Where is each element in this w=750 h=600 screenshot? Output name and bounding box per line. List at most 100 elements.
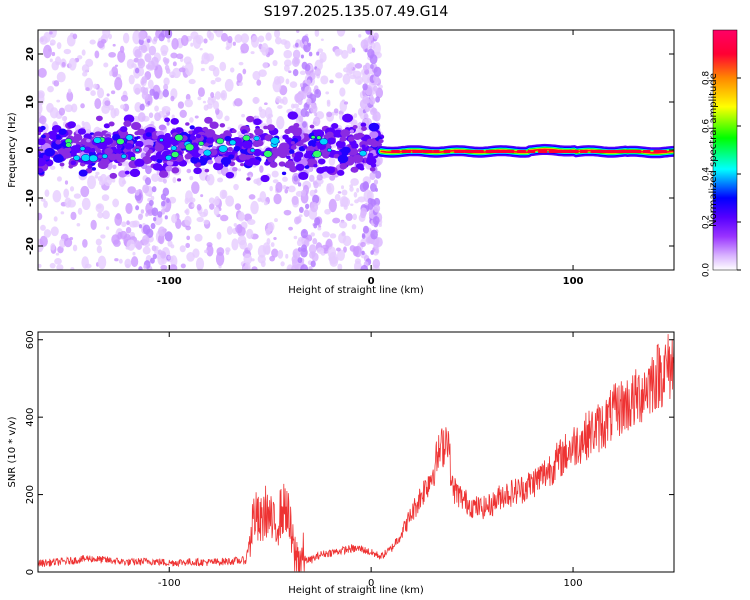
spectrogram-noise-blob bbox=[154, 64, 163, 79]
spectrogram-noise-blob bbox=[235, 224, 243, 234]
spectrogram-noise-blob bbox=[90, 90, 96, 97]
spectrogram-noise-blob bbox=[212, 66, 220, 77]
spectrogram-band-highlight bbox=[316, 135, 322, 140]
spectrogram-noise-blob bbox=[138, 266, 143, 270]
spectrogram-band-blob bbox=[73, 134, 83, 142]
spectrogram-noise-blob bbox=[134, 49, 142, 59]
spectrogram-noise-blob bbox=[157, 211, 163, 218]
spectrogram-band-blob bbox=[97, 154, 103, 159]
spectrogram-noise-blob bbox=[70, 267, 75, 270]
spectrogram-band-blob bbox=[209, 121, 219, 129]
spectrogram-band-blob bbox=[304, 165, 310, 169]
spectrogram-noise-blob bbox=[105, 226, 110, 230]
spectrogram-band-blob bbox=[281, 171, 287, 176]
spectrogram-noise-blob bbox=[100, 234, 106, 239]
spectrogram-noise-blob bbox=[214, 77, 222, 83]
spectrogram-noise-blob bbox=[203, 104, 209, 111]
spectrogram-noise-blob bbox=[194, 233, 203, 242]
spectrogram-band-blob bbox=[224, 135, 232, 142]
spectrogram-x-tick-label: -100 bbox=[157, 276, 182, 287]
spectrogram-noise-blob bbox=[342, 73, 351, 85]
spectrogram-band-blob bbox=[103, 123, 111, 129]
spectrogram-noise-blob bbox=[295, 216, 302, 224]
spectrogram-noise-blob bbox=[312, 194, 320, 204]
spectrogram-band-blob bbox=[164, 117, 171, 123]
spectrogram-noise-blob bbox=[191, 181, 200, 194]
spectrogram-noise-blob bbox=[142, 246, 151, 255]
spectrogram-noise-blob bbox=[147, 101, 151, 106]
spectrogram-band-blob bbox=[87, 164, 93, 169]
spectrogram-band-blob bbox=[269, 161, 278, 168]
spectrogram-noise-blob bbox=[81, 197, 91, 211]
spectrogram-clean-band-peak bbox=[580, 149, 588, 154]
spectrogram-noise-blob bbox=[110, 108, 117, 119]
spectrogram-noise-blob bbox=[120, 104, 126, 110]
spectrogram-clean-band-peak bbox=[632, 149, 642, 154]
spectrogram-noise-blob bbox=[310, 232, 315, 237]
spectrogram-band-highlight bbox=[65, 142, 72, 148]
spectrogram-noise-blob bbox=[283, 49, 293, 59]
spectrogram-clean-band-peak bbox=[443, 149, 451, 154]
spectrogram-noise-blob bbox=[161, 252, 166, 258]
spectrogram-noise-blob bbox=[334, 48, 341, 57]
spectrogram-noise-blob bbox=[94, 98, 102, 110]
spectrogram-band-highlight bbox=[263, 150, 273, 158]
spectrogram-noise-blob bbox=[134, 67, 140, 74]
spectrogram-noise-blob bbox=[322, 231, 330, 238]
spectrogram-noise-blob bbox=[272, 179, 279, 184]
spectrogram-noise-blob bbox=[289, 81, 298, 89]
spectrogram-noise-blob bbox=[164, 231, 173, 242]
spectrogram-clean-band-peak bbox=[527, 149, 536, 154]
spectrogram-noise-blob bbox=[171, 38, 179, 50]
spectrogram-band-blob bbox=[350, 148, 359, 155]
spectrogram-band-blob bbox=[264, 161, 270, 166]
spectrogram-noise-blob bbox=[259, 108, 267, 119]
spectrogram-noise-blob bbox=[112, 164, 117, 170]
spectrogram-band-blob bbox=[189, 125, 195, 130]
spectrogram-noise-blob bbox=[38, 112, 42, 117]
spectrogram-band-highlight bbox=[120, 153, 127, 159]
spectrogram-noise-blob bbox=[172, 61, 177, 67]
spectrogram-noise-blob bbox=[293, 235, 298, 240]
spectrogram-noise-blob bbox=[162, 89, 169, 98]
spectrogram-noise-blob bbox=[38, 67, 47, 78]
spectrogram-noise-blob bbox=[297, 247, 302, 252]
spectrogram-noise-blob bbox=[291, 57, 300, 67]
spectrogram-band-blob bbox=[370, 163, 377, 168]
spectrogram-band-blob bbox=[135, 140, 144, 148]
spectrogram-noise-blob bbox=[353, 113, 358, 118]
spectrogram-band-highlight bbox=[135, 148, 140, 152]
spectrogram-noise-blob bbox=[361, 250, 365, 256]
spectrogram-noise-blob bbox=[296, 239, 303, 247]
spectrogram-band-highlight bbox=[171, 151, 180, 158]
spectrogram-noise-blob bbox=[150, 222, 156, 230]
spectrogram-band-blob bbox=[171, 160, 179, 167]
colorbar: 0.0 0.2 0.4 0.6 0.8 Normalized spectral ampl… bbox=[702, 29, 741, 277]
spectrogram-band-blob bbox=[212, 161, 224, 171]
spectrogram-noise-blob bbox=[96, 245, 103, 254]
spectrogram-band-blob bbox=[219, 123, 226, 128]
spectrogram-band-blob bbox=[378, 138, 384, 144]
spectrogram-noise-blob bbox=[184, 209, 189, 214]
spectrogram-noise-blob bbox=[81, 49, 86, 56]
spectrogram-noise-blob bbox=[349, 186, 354, 192]
spectrogram-noise-blob bbox=[329, 175, 336, 181]
spectrogram-band-blob bbox=[206, 137, 215, 144]
spectrogram-noise-blob bbox=[250, 51, 255, 55]
spectrogram-band-blob bbox=[313, 129, 325, 138]
spectrogram-noise-blob bbox=[276, 116, 285, 130]
snr-y-tick-label: 600 bbox=[25, 330, 36, 349]
spectrogram-noise-blob bbox=[47, 85, 54, 93]
spectrogram-noise-blob bbox=[373, 32, 379, 40]
spectrogram-noise-blob bbox=[263, 201, 268, 206]
spectrogram-noise-blob bbox=[335, 247, 341, 252]
spectrogram-noise-blob bbox=[310, 103, 318, 114]
spectrogram-noise-blob bbox=[274, 30, 281, 39]
spectrogram-noise-blob bbox=[118, 258, 123, 264]
spectrogram-clean-band-peak bbox=[412, 149, 423, 154]
spectrogram-clean-band-peak bbox=[590, 149, 602, 154]
spectrogram-band-blob bbox=[67, 121, 76, 129]
spectrogram-noise-blob bbox=[293, 175, 299, 182]
spectrogram-noise-blob bbox=[377, 78, 381, 83]
spectrogram-noise-blob bbox=[148, 112, 154, 119]
